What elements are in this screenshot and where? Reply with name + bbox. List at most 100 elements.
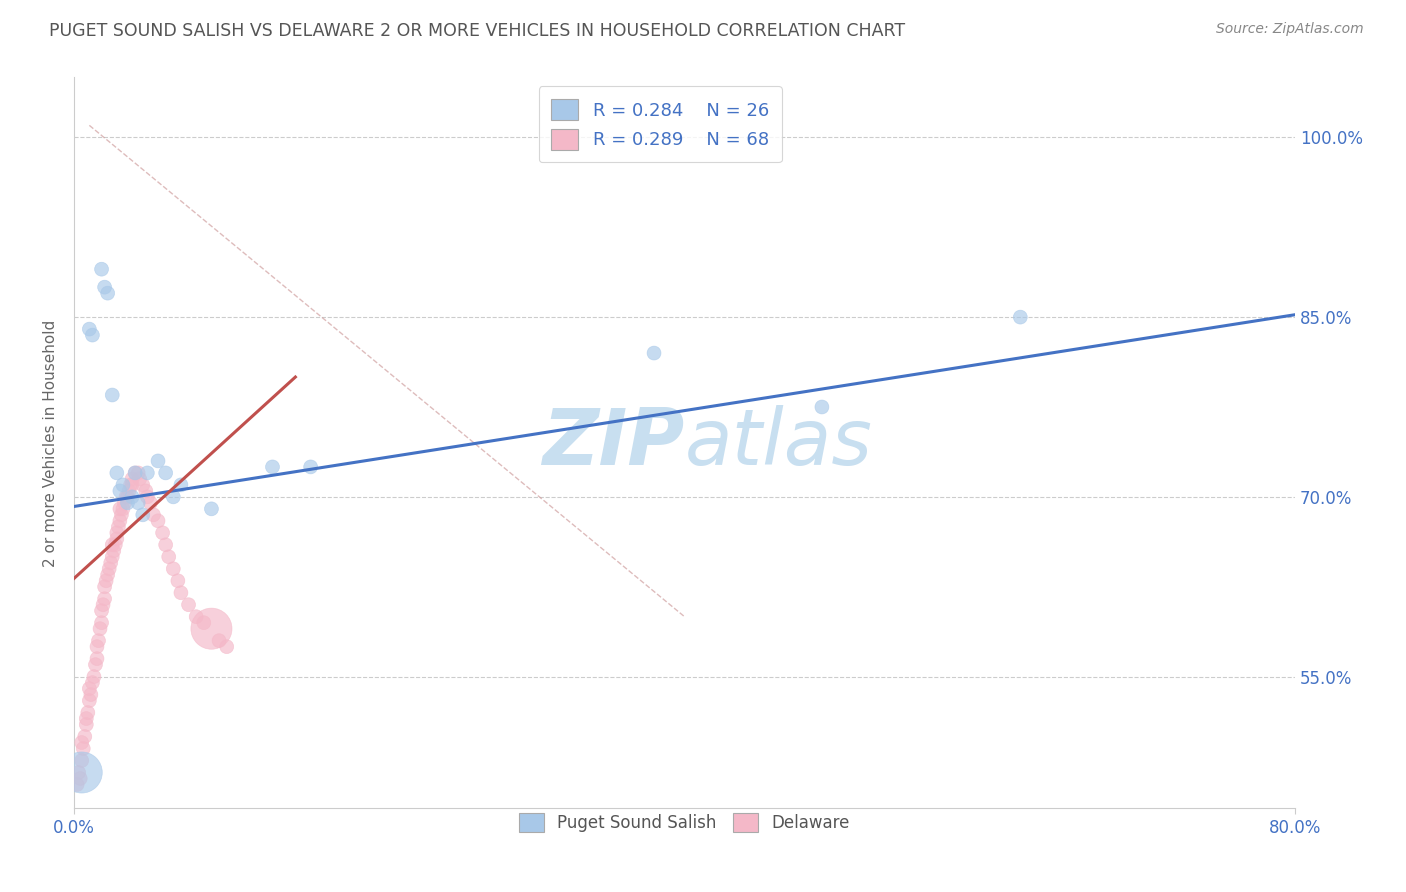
Point xyxy=(200,501,222,516)
Text: Source: ZipAtlas.com: Source: ZipAtlas.com xyxy=(1216,22,1364,37)
Point xyxy=(177,598,200,612)
Point xyxy=(146,514,169,528)
Text: PUGET SOUND SALISH VS DELAWARE 2 OR MORE VEHICLES IN HOUSEHOLD CORRELATION CHART: PUGET SOUND SALISH VS DELAWARE 2 OR MORE… xyxy=(49,22,905,40)
Point xyxy=(132,508,155,522)
Point xyxy=(299,459,322,474)
Point xyxy=(186,609,208,624)
Point xyxy=(118,483,141,498)
Point xyxy=(87,633,110,648)
Point xyxy=(117,490,139,504)
Point xyxy=(139,496,162,510)
Point xyxy=(82,328,104,343)
Point xyxy=(83,670,105,684)
Point xyxy=(170,478,193,492)
Point xyxy=(115,490,138,504)
Point xyxy=(93,591,115,606)
Point xyxy=(170,586,193,600)
Point xyxy=(93,280,115,294)
Point xyxy=(152,525,174,540)
Point xyxy=(128,472,150,486)
Point xyxy=(121,478,143,492)
Point xyxy=(193,615,215,630)
Point xyxy=(104,538,127,552)
Point xyxy=(90,262,112,277)
Point xyxy=(121,472,143,486)
Point xyxy=(142,508,165,522)
Point xyxy=(73,730,96,744)
Point xyxy=(70,735,93,749)
Text: ZIP: ZIP xyxy=(543,405,685,481)
Point xyxy=(86,651,108,665)
Point xyxy=(1010,310,1032,325)
Point xyxy=(157,549,180,564)
Point xyxy=(108,501,131,516)
Point xyxy=(132,478,155,492)
Point xyxy=(75,712,97,726)
Point xyxy=(208,633,231,648)
Point xyxy=(79,681,101,696)
Point xyxy=(84,657,107,672)
Point xyxy=(155,538,177,552)
Point xyxy=(101,549,124,564)
Point xyxy=(262,459,284,474)
Point xyxy=(136,466,159,480)
Point xyxy=(101,388,124,402)
Point xyxy=(155,466,177,480)
Point xyxy=(135,483,157,498)
Point xyxy=(117,496,139,510)
Point xyxy=(66,777,89,791)
Point xyxy=(121,490,143,504)
Point xyxy=(90,615,112,630)
Point xyxy=(69,772,91,786)
Point xyxy=(120,478,142,492)
Point xyxy=(111,478,134,492)
Point xyxy=(100,556,122,570)
Point xyxy=(101,538,124,552)
Point xyxy=(70,754,93,768)
Legend: Puget Sound Salish, Delaware: Puget Sound Salish, Delaware xyxy=(508,801,862,844)
Y-axis label: 2 or more Vehicles in Household: 2 or more Vehicles in Household xyxy=(44,319,58,566)
Point xyxy=(108,483,131,498)
Point xyxy=(97,286,120,301)
Point xyxy=(67,765,90,780)
Point xyxy=(111,501,134,516)
Point xyxy=(86,640,108,654)
Point xyxy=(215,640,238,654)
Point xyxy=(79,693,101,707)
Point xyxy=(811,400,834,414)
Point xyxy=(107,520,129,534)
Point xyxy=(94,574,117,588)
Point xyxy=(146,454,169,468)
Point xyxy=(91,598,114,612)
Point xyxy=(79,322,101,336)
Point xyxy=(76,706,98,720)
Point xyxy=(82,675,104,690)
Point xyxy=(89,622,111,636)
Point xyxy=(72,741,94,756)
Point xyxy=(162,490,184,504)
Point xyxy=(80,688,103,702)
Point xyxy=(127,466,149,480)
Point xyxy=(110,508,132,522)
Point xyxy=(93,580,115,594)
Point xyxy=(105,466,128,480)
Point xyxy=(136,490,159,504)
Point xyxy=(114,496,136,510)
Point xyxy=(105,525,128,540)
Point xyxy=(105,532,128,546)
Point xyxy=(108,514,131,528)
Point xyxy=(98,562,121,576)
Point xyxy=(162,562,184,576)
Point xyxy=(103,543,125,558)
Point xyxy=(127,496,149,510)
Point xyxy=(70,765,93,780)
Point xyxy=(124,466,146,480)
Point xyxy=(97,567,120,582)
Point xyxy=(643,346,665,360)
Point xyxy=(75,717,97,731)
Point xyxy=(167,574,190,588)
Point xyxy=(124,466,146,480)
Point xyxy=(200,622,222,636)
Point xyxy=(90,604,112,618)
Text: atlas: atlas xyxy=(685,405,873,481)
